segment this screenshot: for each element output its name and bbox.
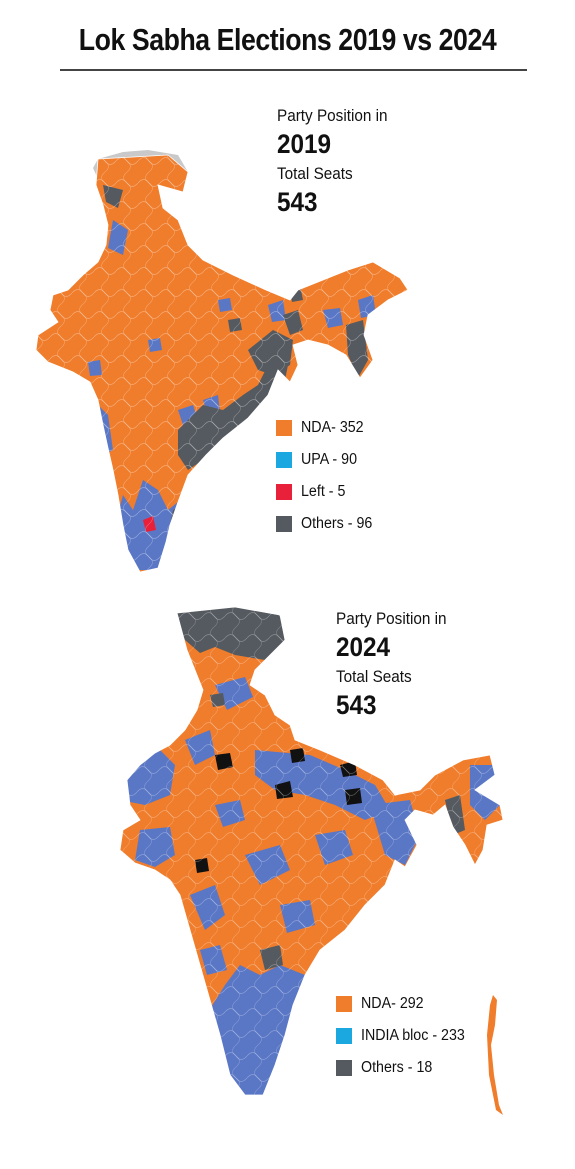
nda-swatch (276, 420, 292, 436)
legend-item: Others - 18 (336, 1052, 474, 1084)
upa-swatch (276, 452, 292, 468)
legend-label: NDA- 292 (361, 995, 424, 1012)
legend-label: INDIA bloc - 233 (361, 1027, 465, 1044)
others-swatch (336, 1060, 352, 1076)
india-map-2024 (119, 606, 504, 1115)
legend-2024: NDA- 292 INDIA bloc - 233 Others - 18 (336, 988, 474, 1084)
left-swatch (276, 484, 292, 500)
year-2019: 2019 (277, 129, 332, 159)
info-2019: Party Position in 2019 Total Seats 543 (277, 106, 400, 222)
seats-2024: 543 (336, 690, 377, 720)
india-map-2019 (35, 150, 409, 573)
legend-label: UPA - 90 (301, 451, 358, 468)
legend-item: Others - 96 (276, 508, 379, 540)
year-2024: 2024 (336, 632, 391, 662)
nda-swatch (336, 996, 352, 1012)
legend-label: Others - 96 (301, 515, 373, 532)
legend-item: INDIA bloc - 233 (336, 1020, 474, 1052)
heading-2019: Party Position in (277, 106, 388, 125)
others-swatch (276, 516, 292, 532)
legend-item: UPA - 90 (276, 444, 379, 476)
legend-item: Left - 5 (276, 476, 379, 508)
title-divider (60, 69, 527, 71)
seats-label-2024: Total Seats (336, 667, 412, 686)
legend-label: Left - 5 (301, 483, 346, 500)
info-2024: Party Position in 2024 Total Seats 543 (336, 609, 459, 725)
india-bloc-swatch (336, 1028, 352, 1044)
page-title: Lok Sabha Elections 2019 vs 2024 (78, 22, 497, 57)
seats-2019: 543 (277, 187, 318, 217)
heading-2024: Party Position in (336, 609, 447, 628)
legend-2019: NDA- 352 UPA - 90 Left - 5 Others - 96 (276, 412, 379, 540)
legend-item: NDA- 292 (336, 988, 474, 1020)
legend-label: NDA- 352 (301, 419, 364, 436)
legend-item: NDA- 352 (276, 412, 379, 444)
andaman-islands (487, 995, 503, 1115)
legend-label: Others - 18 (361, 1059, 433, 1076)
seats-label-2019: Total Seats (277, 164, 353, 183)
